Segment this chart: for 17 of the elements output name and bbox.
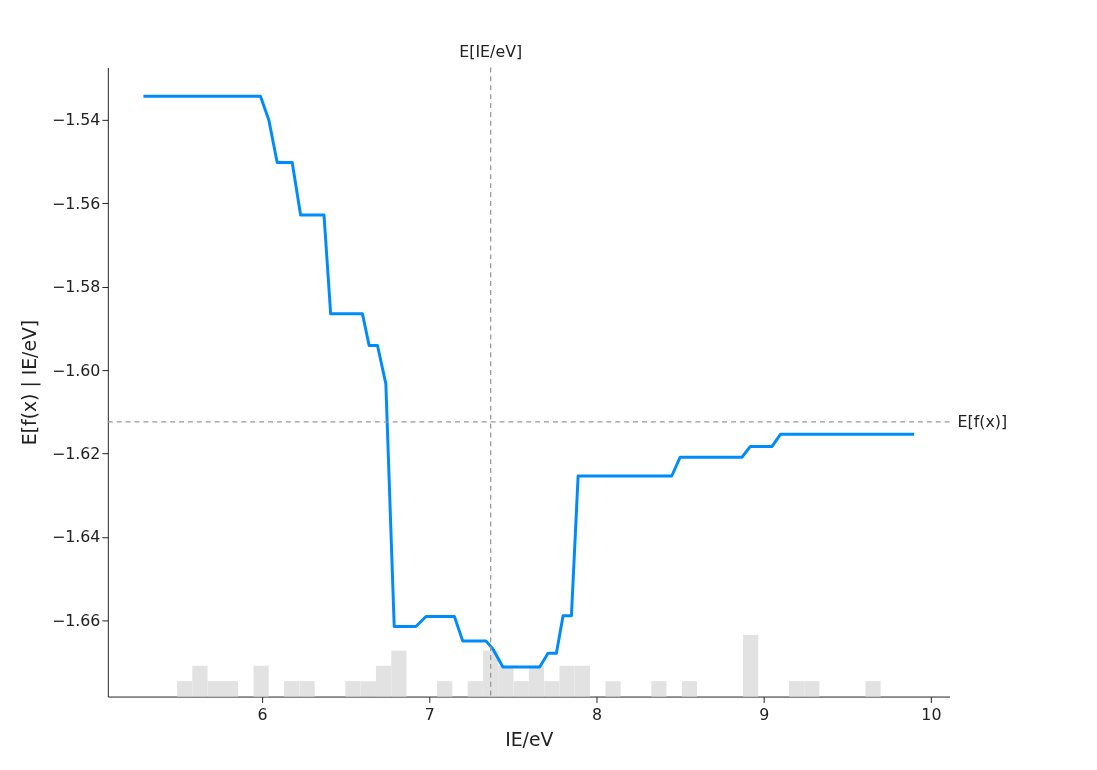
x-tick-label: 9: [759, 704, 770, 724]
y-tick-label: −1.56: [51, 193, 101, 213]
x-axis-title: IE/eV: [505, 728, 554, 750]
x-tick-label: 6: [257, 704, 268, 724]
y-tick-label: −1.64: [51, 527, 101, 547]
ref-line-label: E[IE/eV]: [459, 41, 523, 61]
y-tick-label: −1.62: [51, 443, 101, 463]
line-series: [141, 94, 916, 669]
x-tick-label: 7: [424, 704, 435, 724]
ref-line-label: E[f(x)]: [957, 411, 1008, 431]
y-tick-label: −1.60: [51, 360, 101, 380]
x-tick-label: 10: [921, 704, 942, 724]
x-tick-label: 8: [591, 704, 603, 724]
y-tick-label: −1.66: [51, 610, 101, 630]
y-tick-label: −1.54: [51, 110, 101, 130]
y-tick-label: −1.58: [51, 277, 101, 297]
y-axis-title: E[f(x) | IE/eV]: [19, 319, 42, 446]
